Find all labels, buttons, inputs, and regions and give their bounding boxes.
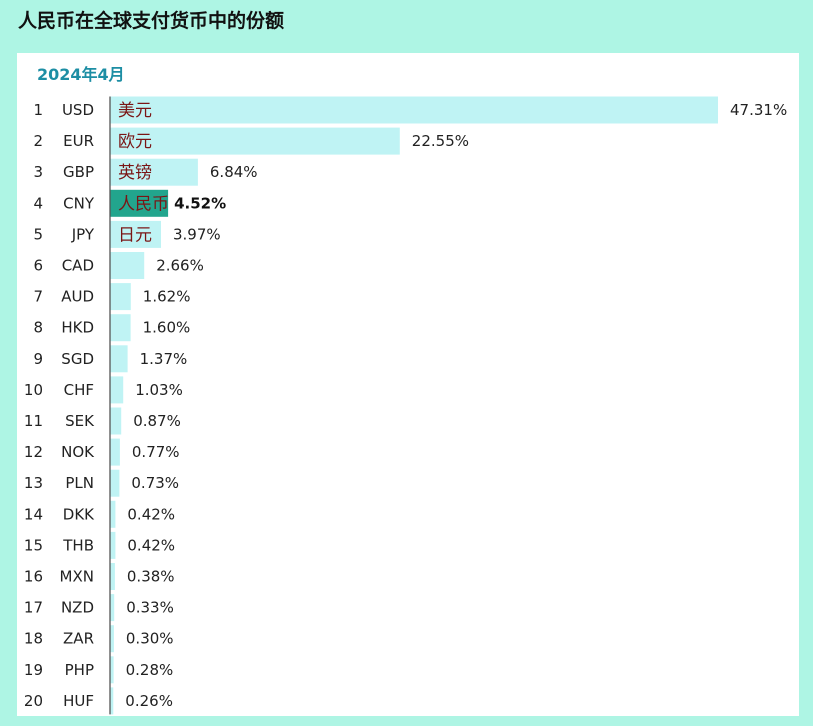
currency-code-label: EUR (63, 132, 94, 150)
bar-chf (110, 376, 124, 404)
value-label: 0.33% (126, 599, 174, 617)
currency-code-label: HKD (61, 319, 94, 337)
bar-cad (110, 252, 145, 279)
value-label: 0.42% (127, 536, 175, 554)
bar-hkd (110, 314, 131, 342)
rank-label: 7 (33, 288, 43, 306)
rank-label: 5 (33, 225, 43, 243)
currency-code-label: NZD (61, 599, 94, 617)
page-title: 人民币在全球支付货币中的份额 (18, 10, 285, 32)
value-label: 47.31% (730, 101, 787, 119)
bar-eur (110, 127, 400, 155)
bar-huf (110, 687, 114, 715)
rank-label: 17 (24, 599, 43, 617)
rank-label: 13 (24, 474, 43, 492)
rank-label: 8 (33, 319, 43, 337)
value-label: 0.42% (127, 505, 175, 523)
currency-code-label: HUF (63, 692, 94, 710)
currency-code-label: THB (62, 536, 94, 554)
rank-label: 15 (24, 536, 43, 554)
rank-label: 6 (33, 257, 43, 275)
value-label: 0.73% (131, 474, 179, 492)
currency-code-label: MXN (60, 568, 94, 586)
bar-aud (110, 283, 131, 311)
rank-label: 10 (24, 381, 43, 399)
rank-label: 14 (24, 505, 43, 523)
currency-code-label: SEK (65, 412, 95, 430)
bar-thb (110, 531, 116, 559)
bar-jpy (110, 220, 161, 248)
currency-code-label: NOK (61, 443, 95, 461)
value-label: 1.60% (143, 319, 191, 337)
value-label: 0.30% (126, 630, 174, 648)
chart-panel: 2024年4月 1 USD 美元 47.31% 2 EUR 欧元 22.55% 3 GBP 英镑 6.… (17, 53, 799, 716)
currency-code-label: AUD (61, 288, 94, 306)
rank-label: 16 (24, 568, 43, 586)
value-label: 0.28% (126, 661, 174, 679)
rank-label: 11 (24, 412, 43, 430)
currency-code-label: CAD (62, 257, 94, 275)
bar-nzd (110, 594, 115, 622)
value-label: 2.66% (156, 257, 204, 275)
bar-mxn (110, 563, 115, 590)
currency-code-label: USD (62, 101, 94, 119)
rank-label: 4 (33, 194, 43, 212)
bar-dkk (110, 500, 116, 528)
rank-label: 18 (24, 630, 43, 648)
bar-sek (110, 407, 122, 435)
value-label: 4.52% (174, 194, 226, 212)
value-label: 1.37% (140, 350, 188, 368)
currency-chinese-name: 日元 (118, 225, 152, 245)
value-label: 3.97% (173, 225, 221, 243)
currency-code-label: PLN (65, 474, 94, 492)
bar-usd (110, 96, 718, 124)
bar-pln (110, 469, 120, 497)
currency-code-label: CHF (64, 381, 94, 399)
currency-code-label: CNY (63, 194, 95, 212)
value-label: 0.77% (132, 443, 180, 461)
currency-code-label: JPY (71, 225, 95, 243)
currency-chinese-name: 美元 (118, 101, 152, 121)
chart-subtitle: 2024年4月 (37, 65, 125, 84)
bar-sgd (110, 345, 128, 373)
currency-code-label: SGD (61, 350, 94, 368)
value-label: 0.87% (133, 412, 181, 430)
value-label: 0.26% (125, 692, 173, 710)
rank-label: 2 (33, 132, 43, 150)
bar-cny (110, 189, 169, 217)
rank-label: 20 (24, 692, 43, 710)
rank-label: 1 (33, 101, 43, 119)
value-label: 0.38% (127, 568, 175, 586)
value-label: 1.62% (143, 288, 191, 306)
value-label: 1.03% (135, 381, 183, 399)
currency-code-label: GBP (63, 163, 94, 181)
rank-label: 12 (24, 443, 43, 461)
rank-label: 9 (33, 350, 43, 368)
value-label: 22.55% (412, 132, 469, 150)
rank-label: 19 (24, 661, 43, 679)
bar-gbp (110, 158, 198, 186)
currency-chinese-name: 英镑 (118, 163, 152, 183)
currency-code-label: DKK (63, 505, 95, 523)
currency-chinese-name: 欧元 (118, 132, 152, 152)
bar-nok (110, 438, 120, 466)
value-label: 6.84% (210, 163, 258, 181)
rank-label: 3 (33, 163, 43, 181)
bar-php (110, 656, 114, 684)
currency-code-label: ZAR (63, 630, 94, 648)
currency-chinese-name: 人民币 (118, 194, 169, 214)
currency-code-label: PHP (65, 661, 94, 679)
bar-zar (110, 625, 114, 653)
bar-chart: 1 USD 美元 47.31% 2 EUR 欧元 22.55% 3 GBP 英镑 6.84% 4 CNY 人… (24, 96, 787, 715)
